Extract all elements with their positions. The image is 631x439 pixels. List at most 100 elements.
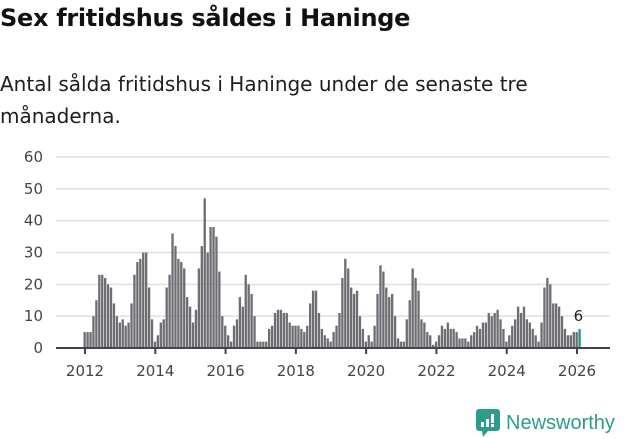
bar [367,335,370,348]
bar [449,328,452,348]
bar [452,328,455,348]
bar [350,287,353,348]
bar [83,332,86,348]
bar [115,316,119,348]
y-tick-label: 60 [24,148,43,166]
bar [309,303,312,348]
bar [147,287,151,348]
bar [341,277,344,348]
x-tick-label: 2012 [66,362,104,380]
bar [475,325,479,348]
bar [347,268,350,348]
last-value-label: 6 [574,307,584,325]
bar [150,319,154,348]
bar [560,316,564,348]
bar [262,341,265,348]
bar [165,287,168,348]
bar [446,322,449,348]
bar [396,338,400,348]
bar [224,325,227,348]
bar [531,328,534,348]
bar [499,319,502,348]
bar [168,274,171,348]
bar [443,328,447,348]
bar [549,284,552,348]
bar [300,328,303,348]
bar [385,287,388,348]
bar [136,262,139,348]
bar [194,309,198,348]
bars [83,198,581,348]
bar [555,303,558,348]
bar [106,284,110,348]
bar [519,312,523,348]
bar [575,332,578,348]
bar [288,322,291,348]
bar [514,319,517,348]
x-tick-label: 2026 [558,362,596,380]
bar [478,328,482,348]
bar [434,341,438,348]
x-tick-label: 2022 [417,362,455,380]
bar [496,309,499,348]
bar [355,290,359,348]
bar [522,306,526,348]
bar [563,328,567,348]
bar [569,335,572,348]
bar [203,198,206,348]
bar [156,335,160,348]
bar [244,274,247,348]
bar [420,319,423,348]
bar [317,312,321,348]
bar [297,325,300,348]
x-tick-label: 2020 [347,362,385,380]
bar [414,277,417,348]
bar [516,306,520,348]
bar [133,274,136,348]
bar [95,300,98,348]
bar [552,303,555,348]
y-tick-label: 0 [33,339,43,357]
bar [247,284,250,348]
bar [294,325,297,348]
bar [221,316,224,348]
bar [399,341,403,348]
bar [191,322,195,348]
bar [402,341,406,348]
bar [473,332,476,348]
bar [429,335,432,348]
bar [200,246,203,348]
bar [215,236,218,348]
bar [432,344,435,348]
bar [314,290,318,348]
bar [183,268,186,348]
bar [253,316,256,348]
bar [186,297,189,348]
bar [557,306,561,348]
bar [130,303,133,348]
bar [268,328,271,348]
bar [481,322,485,348]
bar [534,335,537,348]
bar [139,258,142,348]
bar [528,322,531,348]
newsworthy-logo-text: Newsworthy [506,411,615,434]
bar [487,312,490,348]
bar [338,312,341,348]
grid-lines [56,156,610,317]
bar [382,271,385,348]
bar [537,341,540,348]
bar [86,332,89,348]
newsworthy-logo-icon [476,409,500,437]
bar [437,335,441,348]
bar [464,338,467,348]
bar [426,332,429,348]
bar [405,319,408,348]
bar [229,341,233,348]
bar [329,341,332,348]
bar [270,325,274,348]
bar [467,341,470,348]
x-tick-label: 2014 [136,362,174,380]
bar [291,325,294,348]
x-tick-label: 2016 [206,362,244,380]
